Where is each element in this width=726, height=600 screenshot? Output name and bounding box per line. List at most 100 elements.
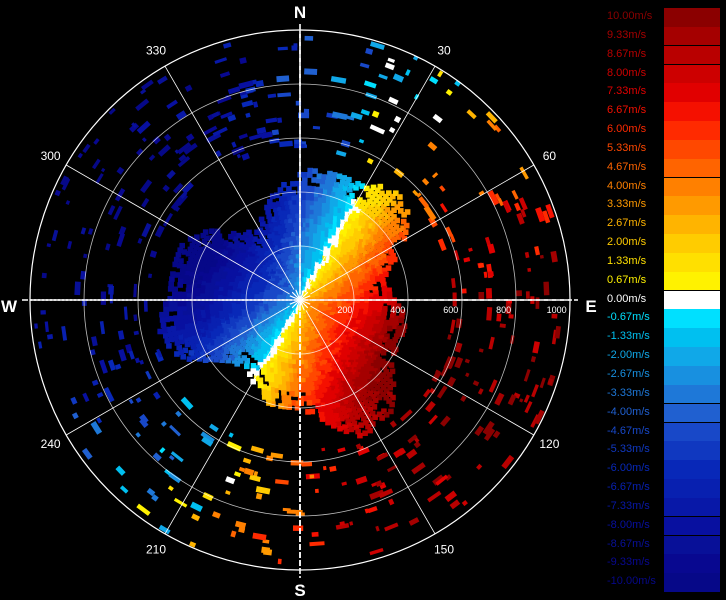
velocity-echo-cell: [355, 303, 361, 309]
velocity-echo-cell: [337, 244, 344, 250]
velocity-echo-cell: [351, 374, 357, 380]
velocity-echo-cell: [195, 250, 202, 256]
velocity-echo-cell: [214, 279, 220, 286]
velocity-echo-cell: [236, 270, 242, 276]
velocity-echo-cell: [346, 251, 353, 258]
velocity-echo-cell: [451, 278, 456, 289]
velocity-echo-cell: [200, 279, 207, 286]
velocity-echo-cell: [204, 309, 210, 316]
velocity-echo-cell: [87, 227, 94, 235]
velocity-echo-cell: [309, 390, 316, 397]
velocity-echo-cell: [395, 303, 402, 309]
velocity-echo-cell: [244, 301, 250, 307]
velocity-echo-cell: [185, 265, 191, 271]
velocity-echo-cell: [305, 230, 311, 237]
velocity-echo-cell: [272, 373, 278, 380]
velocity-echo-cell: [116, 232, 126, 247]
velocity-echo-cell: [338, 238, 345, 245]
velocity-echo-cell: [183, 142, 198, 155]
velocity-echo-cell: [363, 259, 370, 266]
velocity-echo-cell: [322, 255, 329, 261]
velocity-echo-cell: [366, 360, 373, 367]
velocity-echo-cell: [279, 371, 286, 377]
velocity-echo-cell: [327, 409, 334, 416]
velocity-echo-cell: [317, 336, 324, 343]
velocity-echo-cell: [389, 233, 395, 239]
velocity-echo-cell: [208, 286, 215, 293]
velocity-echo-cell: [239, 303, 246, 310]
velocity-echo-cell: [300, 314, 306, 321]
velocity-echo-cell: [340, 380, 347, 387]
velocity-echo-cell: [331, 190, 337, 197]
velocity-echo-cell: [206, 346, 213, 352]
velocity-echo-cell: [222, 240, 229, 246]
velocity-echo-cell: [413, 441, 421, 449]
velocity-echo-cell: [247, 278, 253, 285]
velocity-echo-cell: [271, 339, 278, 345]
velocity-echo-cell: [319, 374, 326, 381]
velocity-echo-cell: [388, 126, 396, 134]
velocity-echo-cell: [380, 229, 387, 236]
velocity-echo-cell: [278, 210, 284, 216]
velocity-echo-cell: [190, 309, 197, 316]
velocity-echo-cell: [305, 190, 312, 196]
velocity-echo-cell: [342, 185, 349, 191]
velocity-echo-cell: [261, 394, 268, 400]
velocity-echo-cell: [372, 368, 378, 374]
legend-color-swatch: [664, 328, 720, 347]
velocity-echo-cell: [380, 254, 387, 260]
velocity-echo-cell: [284, 386, 291, 392]
velocity-echo-cell: [167, 306, 174, 312]
velocity-echo-cell: [358, 244, 364, 250]
legend-color-swatch: [664, 290, 720, 310]
velocity-echo-cell: [343, 226, 350, 232]
velocity-echo-cell: [279, 196, 285, 202]
velocity-echo-cell: [266, 295, 272, 302]
velocity-echo-cell: [280, 376, 286, 382]
velocity-echo-cell: [377, 304, 384, 310]
bearing-spoke: [305, 65, 436, 290]
velocity-echo-cell: [114, 188, 126, 202]
legend-velocity-label: -10.00m/s: [607, 575, 656, 588]
velocity-echo-cell: [214, 228, 221, 235]
velocity-echo-cell: [362, 236, 369, 242]
velocity-echo-cell: [280, 251, 286, 258]
velocity-echo-cell: [369, 489, 385, 501]
bearing-spoke: [164, 310, 295, 535]
velocity-echo-cell: [388, 321, 394, 328]
velocity-echo-cell: [365, 192, 372, 198]
velocity-echo-cell: [309, 386, 315, 392]
velocity-echo-cell: [253, 276, 259, 283]
velocity-echo-cell: [230, 305, 237, 311]
velocity-echo-cell: [315, 327, 322, 334]
velocity-echo-cell: [301, 221, 307, 228]
velocity-echo-cell: [376, 312, 383, 318]
velocity-echo-cell: [302, 364, 309, 370]
velocity-echo-cell: [191, 318, 198, 324]
velocity-echo-cell: [190, 285, 197, 291]
velocity-echo-cell: [272, 369, 278, 375]
velocity-echo-cell: [185, 304, 192, 311]
velocity-echo-cell: [228, 432, 234, 438]
velocity-echo-cell: [295, 328, 301, 334]
velocity-echo-cell: [318, 361, 324, 367]
velocity-echo-cell: [346, 233, 352, 239]
velocity-echo-cell: [379, 235, 386, 241]
velocity-echo-cell: [360, 275, 367, 282]
velocity-echo-cell: [233, 346, 239, 352]
velocity-echo-cell: [281, 182, 287, 188]
velocity-echo-cell: [220, 252, 226, 258]
legend-velocity-label: -1.33m/s: [607, 330, 650, 343]
velocity-echo-cell: [399, 309, 406, 315]
velocity-echo-cell: [292, 341, 299, 348]
velocity-echo-cell: [293, 43, 298, 48]
velocity-echo-cell: [190, 305, 196, 312]
velocity-echo-cell: [372, 354, 378, 361]
velocity-echo-cell: [356, 236, 362, 242]
velocity-echo-cell: [260, 282, 266, 289]
velocity-echo-cell: [391, 214, 397, 220]
velocity-echo-cell: [446, 376, 457, 387]
velocity-echo-cell: [323, 292, 329, 298]
velocity-echo-cell: [233, 316, 239, 323]
velocity-echo-cell: [234, 330, 240, 337]
